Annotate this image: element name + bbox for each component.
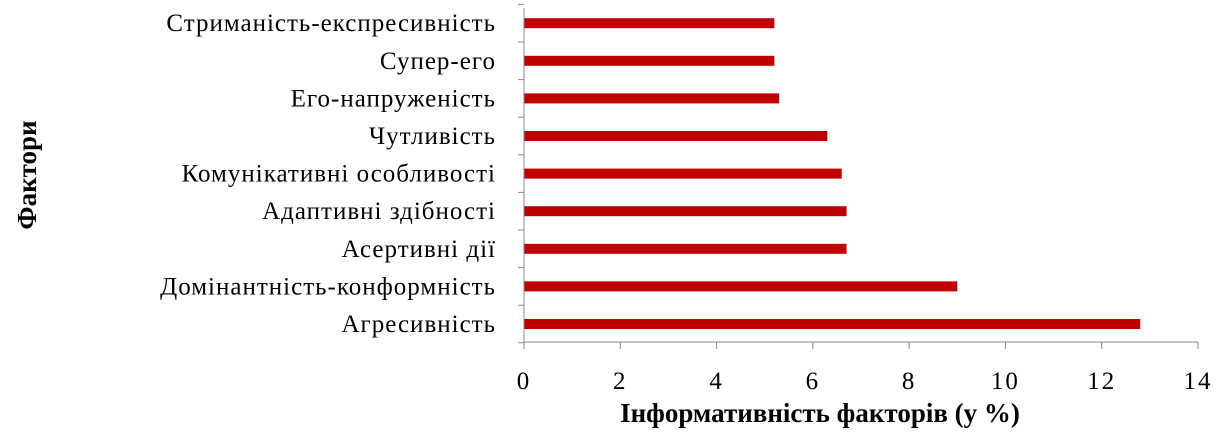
category-label: Комунікативні особливості (182, 161, 496, 188)
x-tick-label: 8 (902, 368, 917, 395)
category-label: Асертивні дії (342, 236, 496, 263)
category-label: Супер-его (380, 48, 496, 75)
x-tick-label: 6 (806, 368, 821, 395)
bar (524, 18, 774, 28)
category-label: Адаптивні здібності (262, 198, 496, 225)
bar (524, 244, 847, 254)
category-label: Агресивність (341, 311, 496, 338)
bar (524, 93, 779, 103)
bar (524, 206, 847, 216)
x-tick-label: 4 (709, 368, 724, 395)
bars-layer (524, 18, 1140, 329)
bar (524, 131, 827, 141)
bar (524, 319, 1140, 329)
category-label: Его-напруженість (291, 85, 496, 112)
x-tick-label: 14 (1184, 368, 1213, 395)
x-tick-label: 12 (1087, 368, 1116, 395)
x-tick-label: 10 (991, 368, 1020, 395)
category-label: Чутливість (369, 123, 496, 150)
x-tick-label: 2 (613, 368, 628, 395)
bar (524, 169, 842, 179)
category-label: Домінантність-конформність (160, 273, 496, 300)
x-axis-title: Інформативність факторів (у %) (620, 398, 1020, 428)
bar (524, 281, 957, 291)
labels-layer: Агресивність Домінантність-конформність Ас… (160, 10, 1212, 395)
bar (524, 56, 774, 66)
category-label: Стриманість-експресивність (166, 10, 496, 37)
y-axis-title: Фактори (12, 120, 42, 229)
x-tick-label: 0 (517, 368, 532, 395)
